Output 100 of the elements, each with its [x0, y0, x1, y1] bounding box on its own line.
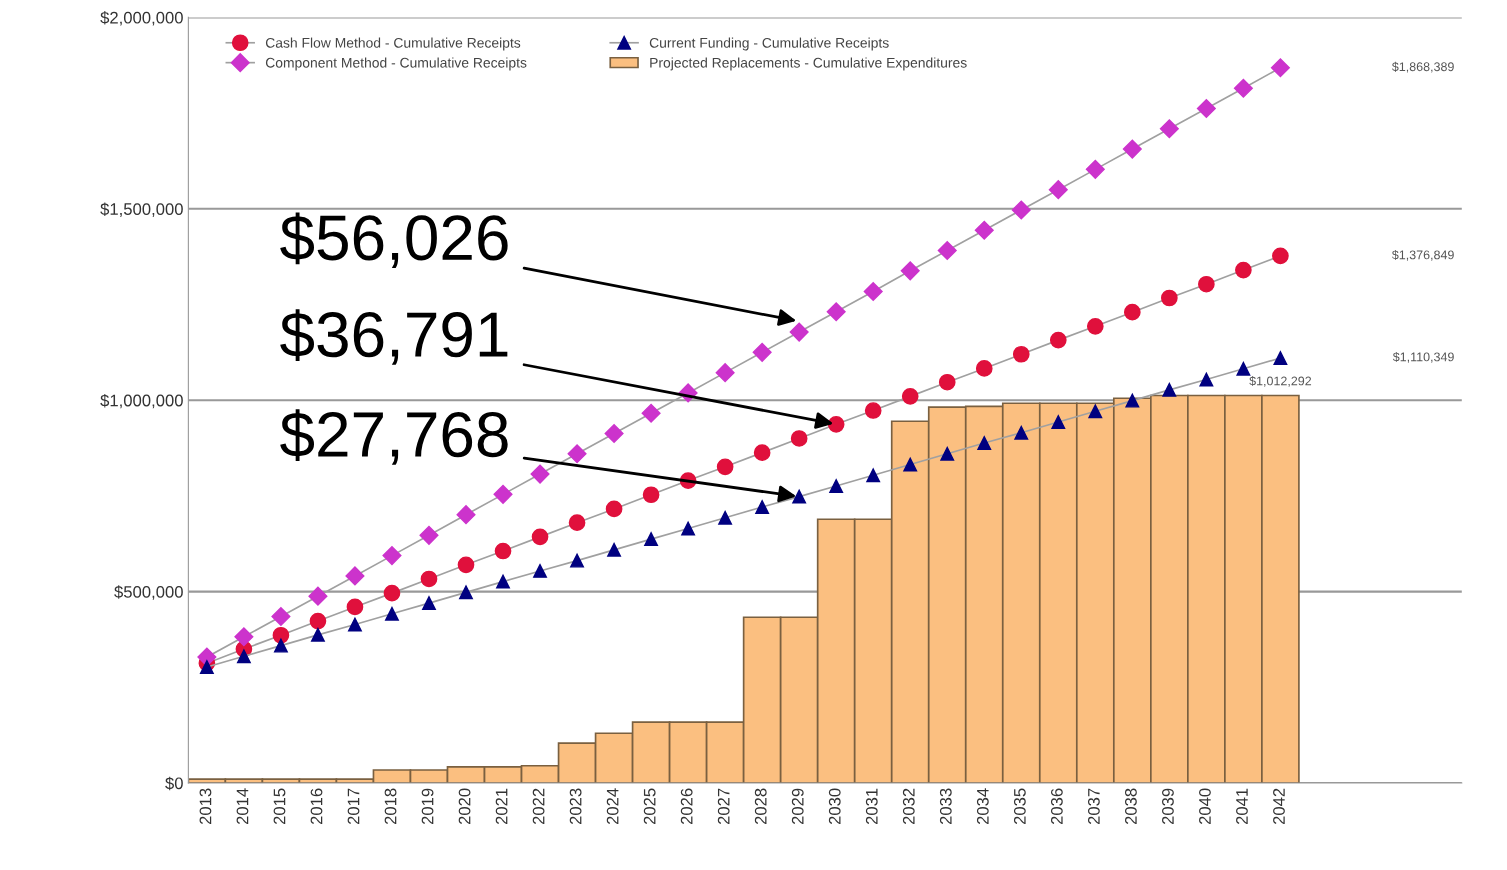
point — [1086, 317, 1104, 335]
point — [459, 585, 473, 600]
point — [716, 458, 734, 476]
point — [236, 649, 251, 664]
x-tick-label: 2013 — [199, 788, 212, 825]
point — [755, 500, 770, 514]
point — [644, 532, 659, 547]
point — [940, 446, 955, 461]
point — [309, 612, 327, 630]
point — [864, 402, 882, 419]
point — [382, 546, 402, 566]
point — [1051, 415, 1066, 429]
x-tick-label: 2030 — [828, 788, 841, 825]
x-tick-label: 2039 — [1162, 788, 1174, 825]
point — [1198, 275, 1215, 293]
point — [1233, 78, 1253, 98]
point — [1159, 119, 1179, 139]
point — [1122, 139, 1142, 159]
point — [308, 586, 328, 606]
point — [1272, 247, 1289, 265]
point — [863, 281, 883, 302]
point — [903, 457, 918, 472]
point — [273, 638, 288, 653]
x-tick-label: 2018 — [384, 788, 397, 825]
x-tick-label: 2037 — [1087, 788, 1100, 825]
point — [900, 261, 920, 281]
point — [1235, 261, 1252, 279]
x-tick-label: 2042 — [1273, 788, 1285, 825]
x-tick-label: 2020 — [458, 788, 471, 825]
y-tick-label: $500,000 — [114, 585, 183, 600]
x-tick-label: 2028 — [754, 788, 767, 825]
legend-label: Cash Flow Method - Cumulative Receipts — [265, 37, 521, 51]
point — [792, 489, 807, 504]
x-tick-label: 2025 — [643, 788, 656, 825]
point — [1014, 425, 1029, 440]
point — [496, 574, 510, 589]
x-tick-label: 2041 — [1236, 788, 1248, 825]
point — [530, 464, 550, 484]
x-tick-label: 2022 — [532, 788, 545, 825]
point — [422, 596, 436, 611]
point — [938, 373, 956, 391]
x-tick-label: 2026 — [680, 788, 693, 825]
point — [1123, 303, 1141, 321]
y-tick-label: $1,000,000 — [100, 393, 183, 409]
y-tick-label: $2,000,000 — [100, 11, 183, 26]
point — [977, 436, 992, 451]
point — [493, 484, 513, 504]
point — [199, 660, 214, 674]
point — [790, 430, 808, 447]
point — [1048, 180, 1068, 200]
point — [531, 528, 549, 546]
point — [1161, 289, 1178, 307]
y-tick-label: $0 — [165, 776, 183, 791]
x-tick-label: 2021 — [495, 788, 508, 825]
point — [234, 627, 254, 647]
point — [1236, 361, 1251, 376]
point — [1196, 98, 1216, 119]
x-tick-label: 2031 — [865, 788, 878, 825]
x-tick-label: 2038 — [1125, 788, 1137, 825]
annotation: $1,012,292 — [1249, 375, 1312, 387]
point — [1011, 200, 1031, 220]
point — [419, 525, 439, 545]
x-tick-label: 2036 — [1050, 788, 1063, 825]
x-tick-label: 2015 — [273, 788, 286, 825]
point — [937, 240, 957, 261]
point — [385, 606, 399, 621]
point — [826, 302, 846, 322]
point — [310, 627, 325, 642]
point — [345, 566, 365, 586]
point — [715, 363, 735, 383]
point — [533, 563, 547, 578]
x-tick-label: 2016 — [310, 788, 323, 825]
y-tick-label: $1,500,000 — [100, 202, 183, 217]
x-tick-label: 2040 — [1199, 788, 1211, 825]
point — [681, 521, 696, 536]
point — [641, 403, 661, 423]
point — [974, 220, 994, 240]
point — [827, 415, 845, 433]
point — [456, 505, 476, 525]
point — [1125, 393, 1140, 408]
text: $1,110,349 — [1392, 351, 1454, 363]
point — [866, 468, 881, 483]
point — [1085, 159, 1105, 179]
legend-label: Current Funding - Cumulative Receipts — [649, 37, 889, 51]
point — [642, 486, 660, 504]
point — [271, 606, 291, 627]
point — [383, 584, 401, 602]
point — [789, 322, 809, 342]
point — [1088, 404, 1103, 419]
x-tick-label: 2034 — [976, 788, 989, 825]
point — [718, 510, 733, 525]
point — [901, 388, 919, 405]
text: $1,376,849 — [1391, 249, 1454, 261]
point — [829, 479, 844, 493]
x-tick-label: 2035 — [1013, 788, 1026, 825]
point — [494, 542, 512, 560]
annotation: $27,768 — [280, 409, 508, 465]
point — [1049, 331, 1067, 349]
text: $1,868,389 — [1391, 61, 1454, 73]
point — [607, 542, 622, 557]
